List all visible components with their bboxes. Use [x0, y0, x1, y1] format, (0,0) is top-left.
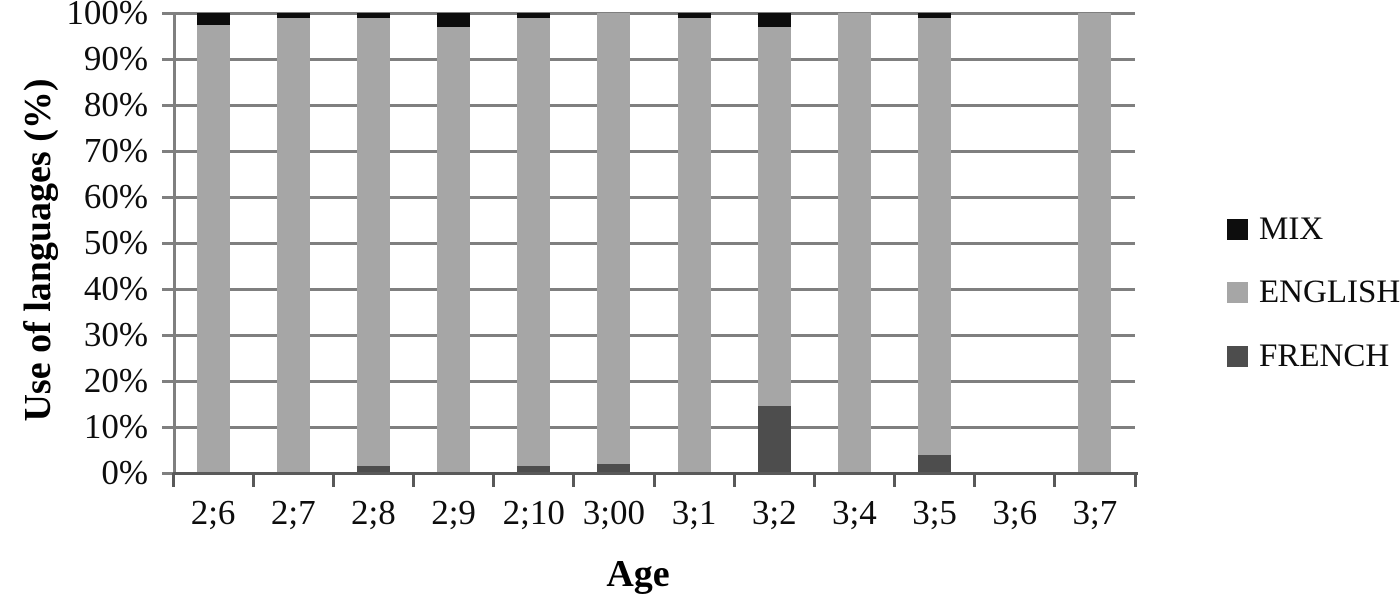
bar-2;8-mix	[356, 13, 390, 18]
y-tick-label-0: 0%	[101, 453, 148, 492]
bar-2;9-mix	[437, 13, 471, 27]
x-tick-5	[572, 473, 576, 487]
y-axis-line	[173, 13, 176, 473]
x-axis-line	[173, 471, 1138, 475]
legend-item-french: FRENCH	[1227, 337, 1390, 374]
x-tick-label-3;00: 3;00	[582, 493, 646, 532]
x-tick-4	[492, 473, 496, 487]
bar-3;2-french	[757, 406, 791, 473]
gridline-40	[173, 287, 1135, 291]
x-tick-9	[893, 473, 896, 487]
legend-item-mix: MIX	[1227, 210, 1324, 247]
x-tick-10	[973, 473, 977, 487]
mix-swatch-icon	[1227, 218, 1248, 240]
y-tick-label-70: 70%	[83, 131, 148, 170]
legend-item-english: ENGLISH	[1227, 273, 1400, 310]
gridline-80	[173, 103, 1135, 107]
gridline-10	[173, 425, 1135, 429]
y-tick-label-30: 30%	[83, 315, 148, 354]
y-tick-label-80: 80%	[83, 85, 148, 124]
x-tick-label-3;4: 3;4	[832, 493, 877, 532]
x-tick-label-2;9: 2;9	[431, 493, 476, 532]
gridline-90	[173, 57, 1135, 61]
bar-2;9-english	[437, 26, 471, 473]
bar-3;2-mix	[757, 13, 791, 27]
bar-2;8-english	[356, 17, 390, 467]
y-tick-100	[162, 11, 173, 15]
x-tick-label-2;7: 2;7	[270, 493, 316, 532]
y-tick-label-100: 100%	[66, 0, 148, 32]
bar-2;6-english	[196, 24, 230, 473]
y-tick-90	[162, 57, 173, 61]
x-tick-11	[1053, 473, 1057, 487]
y-tick-label-20: 20%	[83, 361, 148, 400]
english-swatch-icon	[1227, 281, 1248, 303]
gridline-70	[173, 149, 1135, 153]
bar-3;7-english	[1078, 13, 1112, 473]
x-tick-6	[652, 473, 656, 487]
x-tick-label-2;10: 2;10	[502, 493, 565, 532]
x-tick-label-3;1: 3;1	[671, 493, 717, 532]
x-tick-label-3;7: 3;7	[1072, 493, 1118, 532]
french-swatch-icon	[1227, 345, 1248, 367]
x-tick-0	[171, 473, 175, 487]
y-tick-label-90: 90%	[83, 39, 148, 78]
x-tick-label-2;6: 2;6	[190, 493, 236, 532]
x-tick-3	[412, 473, 415, 487]
y-tick-20	[162, 379, 173, 383]
y-tick-80	[162, 103, 173, 107]
x-tick-2	[331, 473, 335, 487]
x-tick-label-3;5: 3;5	[912, 493, 957, 532]
y-tick-label-40: 40%	[83, 269, 148, 308]
x-tick-1	[251, 473, 255, 487]
bar-2;10-english	[517, 17, 551, 467]
bar-3;5-french	[918, 454, 952, 473]
bar-3;00-english	[597, 13, 631, 464]
y-tick-0	[162, 471, 173, 475]
y-tick-label-60: 60%	[83, 177, 148, 216]
x-tick-12	[1133, 473, 1137, 487]
legend-label-mix: MIX	[1259, 210, 1324, 247]
y-tick-30	[162, 333, 173, 337]
y-tick-60	[162, 195, 173, 199]
bar-2;10-mix	[517, 13, 551, 18]
y-tick-40	[162, 287, 173, 291]
bar-2;7-mix	[276, 13, 310, 18]
bar-2;10-french	[517, 466, 551, 473]
x-axis-title: Age	[606, 553, 670, 595]
bar-3;2-english	[757, 26, 791, 407]
y-tick-70	[162, 149, 173, 153]
bar-3;5-mix	[918, 13, 952, 18]
y-tick-10	[162, 425, 173, 429]
gridline-30	[173, 333, 1135, 337]
gridline-20	[173, 379, 1135, 383]
bar-3;4-english	[837, 13, 871, 473]
legend-label-english: ENGLISH	[1259, 273, 1400, 310]
bar-2;6-mix	[196, 13, 230, 25]
bar-2;8-french	[356, 466, 390, 473]
gridline-50	[173, 241, 1135, 245]
x-tick-label-3;2: 3;2	[751, 493, 797, 532]
bar-3;1-mix	[677, 13, 711, 18]
bar-2;7-english	[276, 17, 310, 473]
gridline-60	[173, 195, 1135, 199]
gridline-100	[173, 11, 1135, 15]
bar-3;00-french	[597, 463, 631, 473]
legend-label-french: FRENCH	[1259, 337, 1390, 374]
y-tick-label-50: 50%	[83, 223, 148, 262]
x-tick-label-3;6: 3;6	[992, 493, 1038, 532]
x-tick-label-2;8: 2;8	[351, 493, 396, 532]
x-tick-8	[812, 473, 816, 487]
bar-3;5-english	[918, 17, 952, 455]
x-tick-7	[732, 473, 736, 487]
bar-3;1-english	[677, 17, 711, 473]
y-tick-label-10: 10%	[83, 407, 148, 446]
y-tick-50	[162, 241, 173, 245]
